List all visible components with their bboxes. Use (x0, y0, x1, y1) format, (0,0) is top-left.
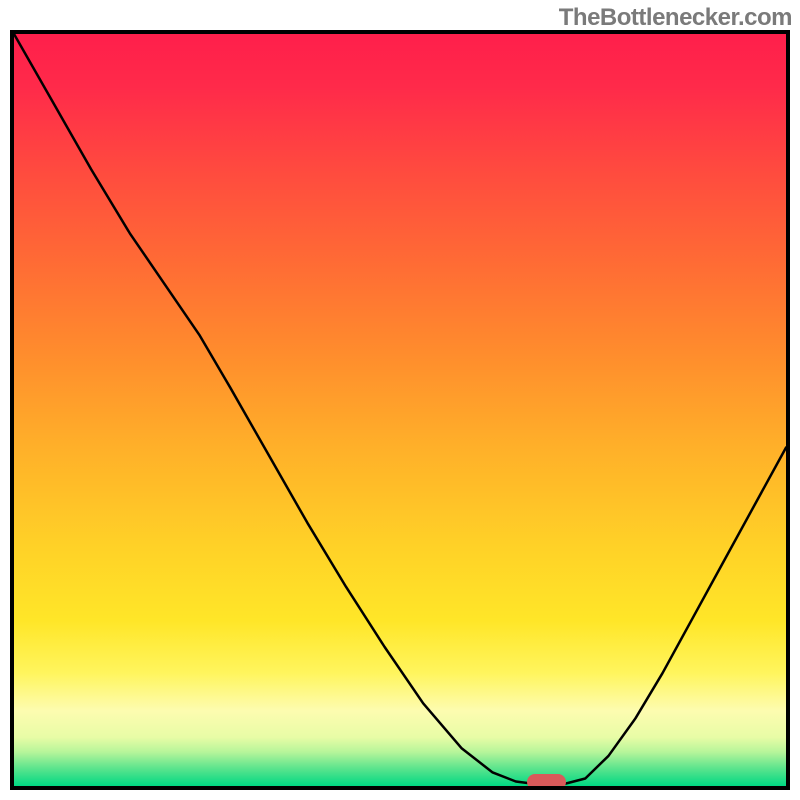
bottleneck-curve (14, 34, 786, 786)
plot-area (10, 30, 790, 790)
watermark-text: TheBottlenecker.com (559, 4, 792, 32)
optimal-marker (527, 774, 566, 790)
